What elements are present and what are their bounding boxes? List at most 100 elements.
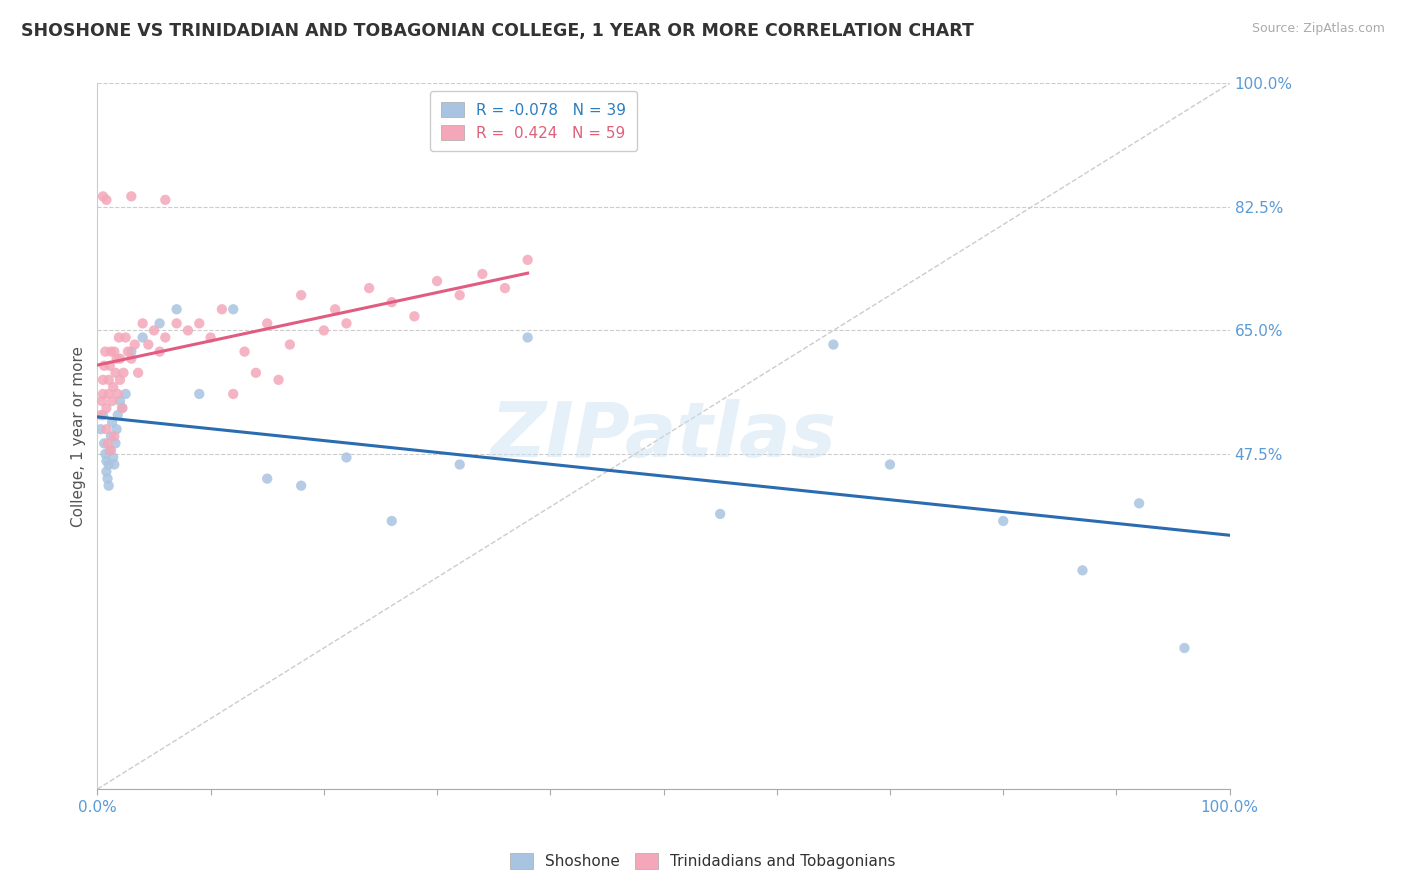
Point [267, 373, 290, 387]
Point [124, 337, 146, 351]
Point [256, 472, 278, 486]
Point [91, 408, 114, 422]
Point [709, 507, 731, 521]
Point [993, 514, 1015, 528]
Point [96, 454, 118, 468]
Point [107, 387, 129, 401]
Point [96, 465, 118, 479]
Point [211, 302, 233, 317]
Point [90, 394, 112, 409]
Point [96, 472, 118, 486]
Point [155, 330, 177, 344]
Point [426, 274, 449, 288]
Point [94, 447, 117, 461]
Point [104, 366, 127, 380]
Point [149, 344, 172, 359]
Point [449, 288, 471, 302]
Point [97, 387, 120, 401]
Point [91, 189, 114, 203]
Point [108, 351, 131, 366]
Point [200, 330, 222, 344]
Point [256, 317, 278, 331]
Point [117, 344, 139, 359]
Point [1128, 496, 1150, 510]
Text: SHOSHONE VS TRINIDADIAN AND TOBAGONIAN COLLEGE, 1 YEAR OR MORE CORRELATION CHART: SHOSHONE VS TRINIDADIAN AND TOBAGONIAN C… [21, 22, 974, 40]
Point [105, 351, 128, 366]
Point [166, 302, 188, 317]
Point [879, 458, 901, 472]
Point [245, 366, 267, 380]
Point [149, 317, 172, 331]
Point [359, 281, 381, 295]
Point [97, 458, 120, 472]
Point [90, 408, 112, 422]
Point [177, 323, 200, 337]
Point [290, 478, 312, 492]
Point [114, 330, 136, 344]
Point [103, 344, 125, 359]
Point [823, 337, 845, 351]
Point [136, 337, 159, 351]
Point [278, 337, 301, 351]
Point [120, 344, 142, 359]
Y-axis label: College, 1 year or more: College, 1 year or more [72, 346, 86, 527]
Point [131, 317, 153, 331]
Point [166, 317, 188, 331]
Point [103, 429, 125, 443]
Point [108, 330, 131, 344]
Point [111, 401, 134, 415]
Legend: R = -0.078   N = 39, R =  0.424   N = 59: R = -0.078 N = 39, R = 0.424 N = 59 [430, 91, 637, 152]
Point [323, 302, 346, 317]
Point [404, 310, 426, 324]
Point [103, 380, 125, 394]
Point [188, 387, 211, 401]
Text: Source: ZipAtlas.com: Source: ZipAtlas.com [1251, 22, 1385, 36]
Point [97, 373, 120, 387]
Point [114, 387, 136, 401]
Point [91, 373, 114, 387]
Point [494, 281, 516, 295]
Point [107, 408, 129, 422]
Point [233, 344, 256, 359]
Point [105, 422, 128, 436]
Legend: Shoshone, Trinidadians and Tobagonians: Shoshone, Trinidadians and Tobagonians [503, 847, 903, 875]
Point [381, 295, 404, 310]
Text: ZIPatlas: ZIPatlas [491, 400, 837, 474]
Point [98, 443, 121, 458]
Point [91, 387, 114, 401]
Point [1173, 640, 1195, 655]
Point [93, 436, 115, 450]
Point [127, 366, 149, 380]
Point [93, 359, 115, 373]
Point [1071, 563, 1094, 577]
Point [312, 323, 335, 337]
Point [188, 317, 211, 331]
Point [90, 422, 112, 436]
Point [94, 344, 117, 359]
Point [108, 373, 131, 387]
Point [516, 330, 538, 344]
Point [222, 302, 245, 317]
Point [112, 366, 135, 380]
Point [131, 330, 153, 344]
Point [97, 478, 120, 492]
Point [155, 193, 177, 207]
Point [96, 401, 118, 415]
Point [96, 193, 118, 207]
Point [101, 394, 124, 409]
Point [222, 387, 245, 401]
Point [381, 514, 404, 528]
Point [101, 415, 124, 429]
Point [100, 344, 122, 359]
Point [98, 359, 121, 373]
Point [103, 458, 125, 472]
Point [100, 443, 122, 458]
Point [471, 267, 494, 281]
Point [100, 429, 122, 443]
Point [111, 401, 134, 415]
Point [290, 288, 312, 302]
Point [449, 458, 471, 472]
Point [96, 422, 118, 436]
Point [335, 317, 357, 331]
Point [108, 394, 131, 409]
